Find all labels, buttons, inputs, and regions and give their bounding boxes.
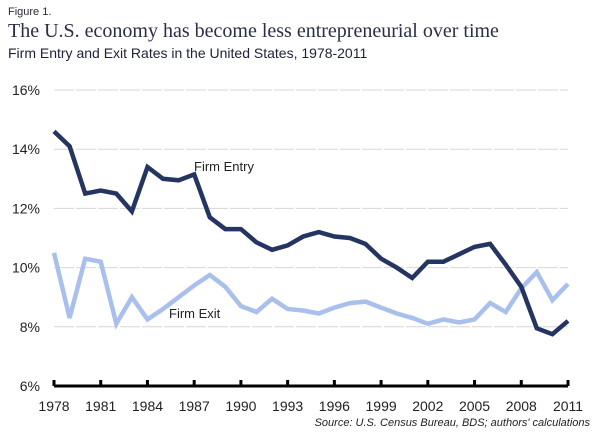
x-tick-label: 1993 xyxy=(272,398,303,414)
x-tick-label: 1990 xyxy=(225,398,256,414)
x-tick-label: 1987 xyxy=(179,398,210,414)
x-tick-label: 2002 xyxy=(412,398,443,414)
x-axis: 1978 1981 1984 1987 1990 1993 1996 1999 2002 2005… xyxy=(38,380,583,414)
gridlines xyxy=(54,89,568,328)
y-tick-label: 16% xyxy=(12,82,40,98)
x-tick-label: 1978 xyxy=(38,398,69,414)
y-tick-label: 8% xyxy=(20,319,40,335)
x-tick-label: 1999 xyxy=(366,398,397,414)
x-tick-label: 1981 xyxy=(85,398,116,414)
y-tick-label: 10% xyxy=(12,260,40,276)
annotation-firm-exit: Firm Exit xyxy=(169,306,221,321)
y-tick-label: 14% xyxy=(12,141,40,157)
x-tick-label: 1984 xyxy=(132,398,163,414)
y-axis-ticks: 6% 8% 10% 12% 14% 16% xyxy=(12,82,40,394)
x-tick-label: 1996 xyxy=(319,398,350,414)
x-tick-label: 2008 xyxy=(506,398,537,414)
chart-title: The U.S. economy has become less entrepr… xyxy=(8,20,499,42)
x-tick-label: 2005 xyxy=(459,398,490,414)
series-line-firm-exit xyxy=(51,252,570,330)
chart-subtitle: Firm Entry and Exit Rates in the United … xyxy=(8,45,368,61)
y-tick-label: 12% xyxy=(12,200,40,216)
source-note: Source: U.S. Census Bureau, BDS; authors… xyxy=(314,417,590,429)
figure-label: Figure 1. xyxy=(8,6,52,18)
y-tick-label: 6% xyxy=(20,378,40,394)
series-line-firm-entry xyxy=(52,129,570,337)
annotation-firm-entry: Firm Entry xyxy=(194,159,254,174)
x-tick-label: 2011 xyxy=(553,398,583,414)
series-lines xyxy=(51,129,570,337)
